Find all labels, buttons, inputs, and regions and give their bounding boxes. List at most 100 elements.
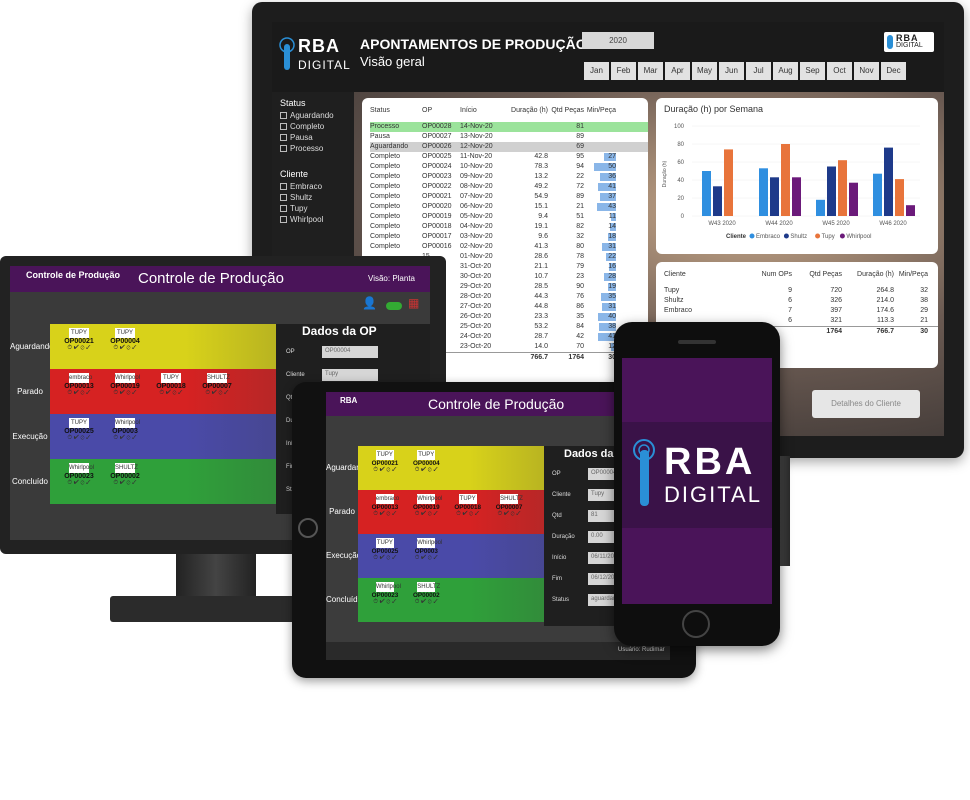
op-card[interactable]: TUPY OP00018 ⏱ ✔ ⊘ ✓: [150, 373, 192, 397]
action-icons[interactable]: ⏱ ✔ ⊘ ✓: [414, 467, 438, 473]
field-input[interactable]: 06/11/2020: [588, 552, 621, 564]
month-jan[interactable]: Jan: [584, 62, 609, 80]
col-header[interactable]: OP: [422, 107, 433, 114]
action-icons[interactable]: ⏱ ✔ ⊘ ✓: [113, 480, 137, 486]
table-cell: 16: [584, 262, 616, 272]
col-header[interactable]: Qtd Peças: [551, 107, 584, 114]
action-icons[interactable]: ⏱ ✔ ⊘ ✓: [67, 390, 91, 396]
op-card[interactable]: Whirlpool OP00019 ⏱ ✔ ⊘ ✓: [407, 494, 445, 518]
action-icons[interactable]: ⏱ ✔ ⊘ ✓: [456, 511, 480, 517]
month-aug[interactable]: Aug: [773, 62, 798, 80]
col-header[interactable]: Num OPs: [761, 271, 792, 278]
op-card[interactable]: Whirlpool OP00023 ⏱ ✔ ⊘ ✓: [58, 463, 100, 487]
cliente-filter-tupy[interactable]: Tupy: [280, 204, 354, 213]
month-oct[interactable]: Oct: [827, 62, 852, 80]
op-table-body: Processo OP00028 14-Nov-20 81 Pausa OP00027 13…: [370, 122, 648, 352]
op-card[interactable]: TUPY OP00025 ⏱ ✔ ⊘ ✓: [366, 538, 404, 562]
op-card[interactable]: embraco OP00013 ⏱ ✔ ⊘ ✓: [366, 494, 404, 518]
op-card[interactable]: SHULTZ OP00002 ⏱ ✔ ⊘ ✓: [407, 582, 445, 606]
status-filter-aguardando[interactable]: Aguardando: [280, 111, 354, 120]
col-header[interactable]: Qtd Peças: [809, 271, 842, 278]
op-card[interactable]: Whirlpool OP00019 ⏱ ✔ ⊘ ✓: [104, 373, 146, 397]
month-jun[interactable]: Jun: [719, 62, 744, 80]
checkbox[interactable]: [280, 216, 287, 223]
col-header[interactable]: Cliente: [664, 271, 686, 278]
action-icons[interactable]: ⏱ ✔ ⊘ ✓: [497, 511, 521, 517]
action-icons[interactable]: ⏱ ✔ ⊘ ✓: [67, 345, 91, 351]
op-card[interactable]: TUPY OP00004 ⏱ ✔ ⊘ ✓: [104, 328, 146, 352]
col-header[interactable]: Duração (h): [857, 271, 894, 278]
col-header[interactable]: Duração (h): [511, 107, 548, 114]
op-card[interactable]: TUPY OP00004 ⏱ ✔ ⊘ ✓: [407, 450, 445, 474]
col-header[interactable]: Min/Peça: [586, 107, 616, 114]
toggle-switch[interactable]: [386, 302, 402, 310]
status-filter-pausa[interactable]: Pausa: [280, 133, 354, 142]
action-icons[interactable]: ⏱ ✔ ⊘ ✓: [373, 555, 397, 561]
action-icons[interactable]: ⏱ ✔ ⊘ ✓: [373, 511, 397, 517]
field-input[interactable]: Tupy: [322, 369, 378, 381]
op-card[interactable]: TUPY OP00021 ⏱ ✔ ⊘ ✓: [58, 328, 100, 352]
month-jul[interactable]: Jul: [746, 62, 771, 80]
action-icons[interactable]: ⏱ ✔ ⊘ ✓: [414, 511, 438, 517]
action-icons[interactable]: ⏱ ✔ ⊘ ✓: [414, 599, 438, 605]
checkbox[interactable]: [280, 194, 287, 201]
details-client-button[interactable]: Detalhes do Cliente: [812, 390, 920, 418]
action-icons[interactable]: ⏱ ✔ ⊘ ✓: [373, 599, 397, 605]
col-header[interactable]: Min/Peça: [898, 271, 928, 278]
op-card[interactable]: SHULTZ OP00007 ⏱ ✔ ⊘ ✓: [196, 373, 238, 397]
table-cell: Processo: [370, 123, 400, 130]
field-input[interactable]: aguardando: [588, 594, 623, 606]
month-dec[interactable]: Dec: [881, 62, 906, 80]
action-icons[interactable]: ⏱ ✔ ⊘ ✓: [113, 390, 137, 396]
checkbox[interactable]: [280, 123, 287, 130]
field-input[interactable]: Tupy: [588, 489, 618, 501]
phone-speaker: [678, 340, 716, 344]
op-card[interactable]: Whirlpool OP0003 ⏱ ✔ ⊘ ✓: [104, 418, 146, 442]
month-may[interactable]: May: [692, 62, 717, 80]
op-card[interactable]: SHULTZ OP00007 ⏱ ✔ ⊘ ✓: [490, 494, 528, 518]
month-sep[interactable]: Sep: [800, 62, 825, 80]
op-card[interactable]: TUPY OP00021 ⏱ ✔ ⊘ ✓: [366, 450, 404, 474]
field-input[interactable]: 81: [588, 510, 618, 522]
op-card[interactable]: TUPY OP00018 ⏱ ✔ ⊘ ✓: [449, 494, 487, 518]
checkbox[interactable]: [280, 183, 287, 190]
cliente-filter-shultz[interactable]: Shultz: [280, 193, 354, 202]
min-per-piece-bar: [603, 273, 616, 281]
year-slicer[interactable]: 2020: [582, 32, 654, 49]
action-icons[interactable]: ⏱ ✔ ⊘ ✓: [414, 555, 438, 561]
op-card[interactable]: TUPY OP00025 ⏱ ✔ ⊘ ✓: [58, 418, 100, 442]
table-cell: [508, 132, 548, 142]
user-icon[interactable]: 👤: [362, 296, 377, 310]
field-input[interactable]: OP00004: [322, 346, 378, 358]
checkbox[interactable]: [280, 145, 287, 152]
month-feb[interactable]: Feb: [611, 62, 636, 80]
status-filter-processo[interactable]: Processo: [280, 144, 354, 153]
table-row: Tupy 9 720 264.8 32: [664, 286, 938, 296]
action-icons[interactable]: ⏱ ✔ ⊘ ✓: [113, 435, 137, 441]
field-input[interactable]: 0.00: [588, 531, 618, 543]
factory-icon[interactable]: ▦: [408, 296, 420, 310]
status-filter-completo[interactable]: Completo: [280, 122, 354, 131]
month-nov[interactable]: Nov: [854, 62, 879, 80]
action-icons[interactable]: ⏱ ✔ ⊘ ✓: [67, 480, 91, 486]
action-icons[interactable]: ⏱ ✔ ⊘ ✓: [159, 390, 183, 396]
checkbox[interactable]: [280, 205, 287, 212]
action-icons[interactable]: ⏱ ✔ ⊘ ✓: [113, 345, 137, 351]
cliente-filter-whirlpool[interactable]: Whirlpool: [280, 215, 354, 224]
field-input[interactable]: 06/12/2020: [588, 573, 621, 585]
col-header[interactable]: Status: [370, 107, 390, 114]
cliente-filter-embraco[interactable]: Embraco: [280, 182, 354, 191]
col-header[interactable]: Início: [460, 107, 477, 114]
op-card[interactable]: Whirlpool OP00023 ⏱ ✔ ⊘ ✓: [366, 582, 404, 606]
action-icons[interactable]: ⏱ ✔ ⊘ ✓: [205, 390, 229, 396]
checkbox[interactable]: [280, 112, 287, 119]
op-card[interactable]: SHULTZ OP00002 ⏱ ✔ ⊘ ✓: [104, 463, 146, 487]
action-icons[interactable]: ⏱ ✔ ⊘ ✓: [373, 467, 397, 473]
month-mar[interactable]: Mar: [638, 62, 663, 80]
checkbox[interactable]: [280, 134, 287, 141]
op-card[interactable]: embraco OP00013 ⏱ ✔ ⊘ ✓: [58, 373, 100, 397]
field-input[interactable]: OP00004: [588, 468, 618, 480]
action-icons[interactable]: ⏱ ✔ ⊘ ✓: [67, 435, 91, 441]
op-card[interactable]: Whirlpool OP0003 ⏱ ✔ ⊘ ✓: [407, 538, 445, 562]
month-apr[interactable]: Apr: [665, 62, 690, 80]
